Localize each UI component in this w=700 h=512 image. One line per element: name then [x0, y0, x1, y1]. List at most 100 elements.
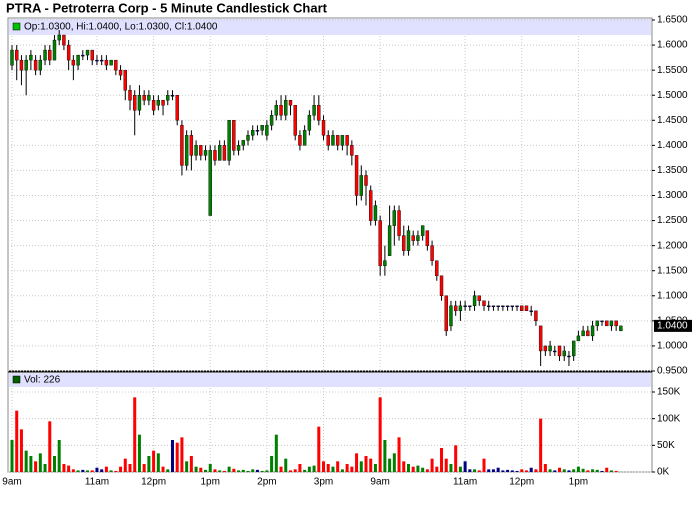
- y-tick-label: 1.3500: [657, 165, 688, 176]
- volume-bar: [430, 458, 434, 472]
- volume-bar: [402, 461, 406, 472]
- last-price-label: 1.0400: [657, 321, 688, 332]
- volume-bar: [562, 469, 566, 472]
- volume-bar: [614, 470, 618, 472]
- candle-body: [515, 305, 519, 308]
- candle-body: [288, 100, 293, 106]
- volume-bar: [208, 464, 212, 472]
- volume-bar: [576, 466, 580, 472]
- volume-bar: [204, 469, 208, 472]
- volume-bar: [241, 469, 245, 472]
- volume-bar: [548, 469, 552, 472]
- volume-bar: [293, 469, 297, 472]
- volume-bar: [454, 445, 458, 472]
- candle-body: [439, 275, 444, 296]
- candle-body: [449, 305, 453, 327]
- volume-bar: [463, 461, 467, 472]
- volume-bar: [270, 456, 274, 472]
- candle-body: [312, 105, 316, 116]
- candle-body: [406, 230, 411, 251]
- candle-body: [137, 95, 142, 111]
- volume-bar: [29, 456, 33, 472]
- x-tick-label: 2pm: [257, 477, 276, 488]
- candle-body: [10, 49, 14, 66]
- x-tick-label: 11am: [453, 477, 477, 488]
- y-tick-label: 1.0000: [657, 341, 688, 352]
- volume-bar: [15, 410, 19, 472]
- candle-body: [331, 135, 335, 146]
- candle-body: [491, 305, 496, 308]
- volume-bar: [326, 464, 330, 472]
- y-tick-label: 1.4500: [657, 115, 688, 126]
- candle-body: [260, 125, 264, 131]
- volume-bar: [322, 461, 326, 472]
- candle-body: [104, 59, 109, 66]
- y2-tick-label: 0K: [657, 467, 670, 478]
- volume-legend-band: [9, 373, 651, 387]
- volume-bar: [572, 469, 576, 472]
- volume-bar: [609, 470, 613, 472]
- legend-swatch: [12, 375, 21, 384]
- candle-body: [175, 95, 179, 121]
- volume-bar: [227, 466, 231, 472]
- volume-bar: [71, 469, 75, 472]
- candle-body: [43, 49, 47, 61]
- volume-bar: [109, 470, 113, 472]
- volume-bar: [260, 470, 264, 472]
- volume-bar: [180, 437, 184, 472]
- volume-bar: [237, 470, 241, 472]
- candle-body: [350, 145, 354, 156]
- volume-bar: [355, 453, 359, 472]
- candle-body: [302, 130, 307, 146]
- candle-body: [435, 260, 439, 276]
- volume-bar: [364, 456, 368, 472]
- candle-body: [581, 330, 585, 337]
- candle-body: [335, 135, 340, 146]
- candle-body: [378, 220, 382, 266]
- candle-body: [468, 305, 472, 308]
- candle-body: [166, 95, 170, 101]
- volume-bar: [232, 468, 236, 472]
- candle-body: [255, 130, 260, 132]
- volume-bar: [605, 467, 609, 472]
- y-tick-label: 1.6500: [657, 15, 688, 26]
- candle-body: [321, 120, 326, 136]
- candle-body: [359, 175, 363, 196]
- volume-bar: [558, 467, 562, 472]
- volume-bar: [506, 469, 510, 472]
- volume-bar: [595, 469, 599, 472]
- volume-bar: [543, 464, 547, 472]
- candle-body: [534, 310, 538, 322]
- candle-body: [123, 69, 127, 91]
- volume-bar: [274, 434, 278, 472]
- candle-body: [482, 300, 486, 307]
- candle-body: [85, 49, 90, 56]
- volume-bar: [100, 469, 104, 472]
- volume-bar: [48, 421, 52, 472]
- volume-bar: [166, 469, 170, 472]
- y2-tick-label: 150K: [657, 387, 681, 398]
- volume-bar: [133, 397, 137, 472]
- candle-body: [284, 100, 288, 116]
- volume-bar: [81, 469, 85, 472]
- volume-bar: [19, 429, 23, 472]
- candle-body: [397, 210, 401, 236]
- candle-body: [109, 59, 113, 66]
- volume-bar: [534, 469, 538, 472]
- volume-bar: [307, 466, 311, 472]
- volume-bar: [392, 453, 396, 472]
- candle-body: [605, 320, 609, 327]
- candle-body: [232, 120, 236, 151]
- candle-body: [453, 305, 458, 312]
- volume-bar: [586, 470, 590, 472]
- volume-bar: [170, 440, 174, 472]
- volume-bar: [119, 466, 123, 472]
- candle-body: [520, 305, 524, 312]
- candle-body: [142, 95, 146, 101]
- candle-body: [557, 345, 562, 357]
- volume-bar: [331, 466, 335, 472]
- volume-bar: [246, 470, 250, 472]
- candle-body: [208, 150, 212, 216]
- volume-bar: [43, 464, 47, 472]
